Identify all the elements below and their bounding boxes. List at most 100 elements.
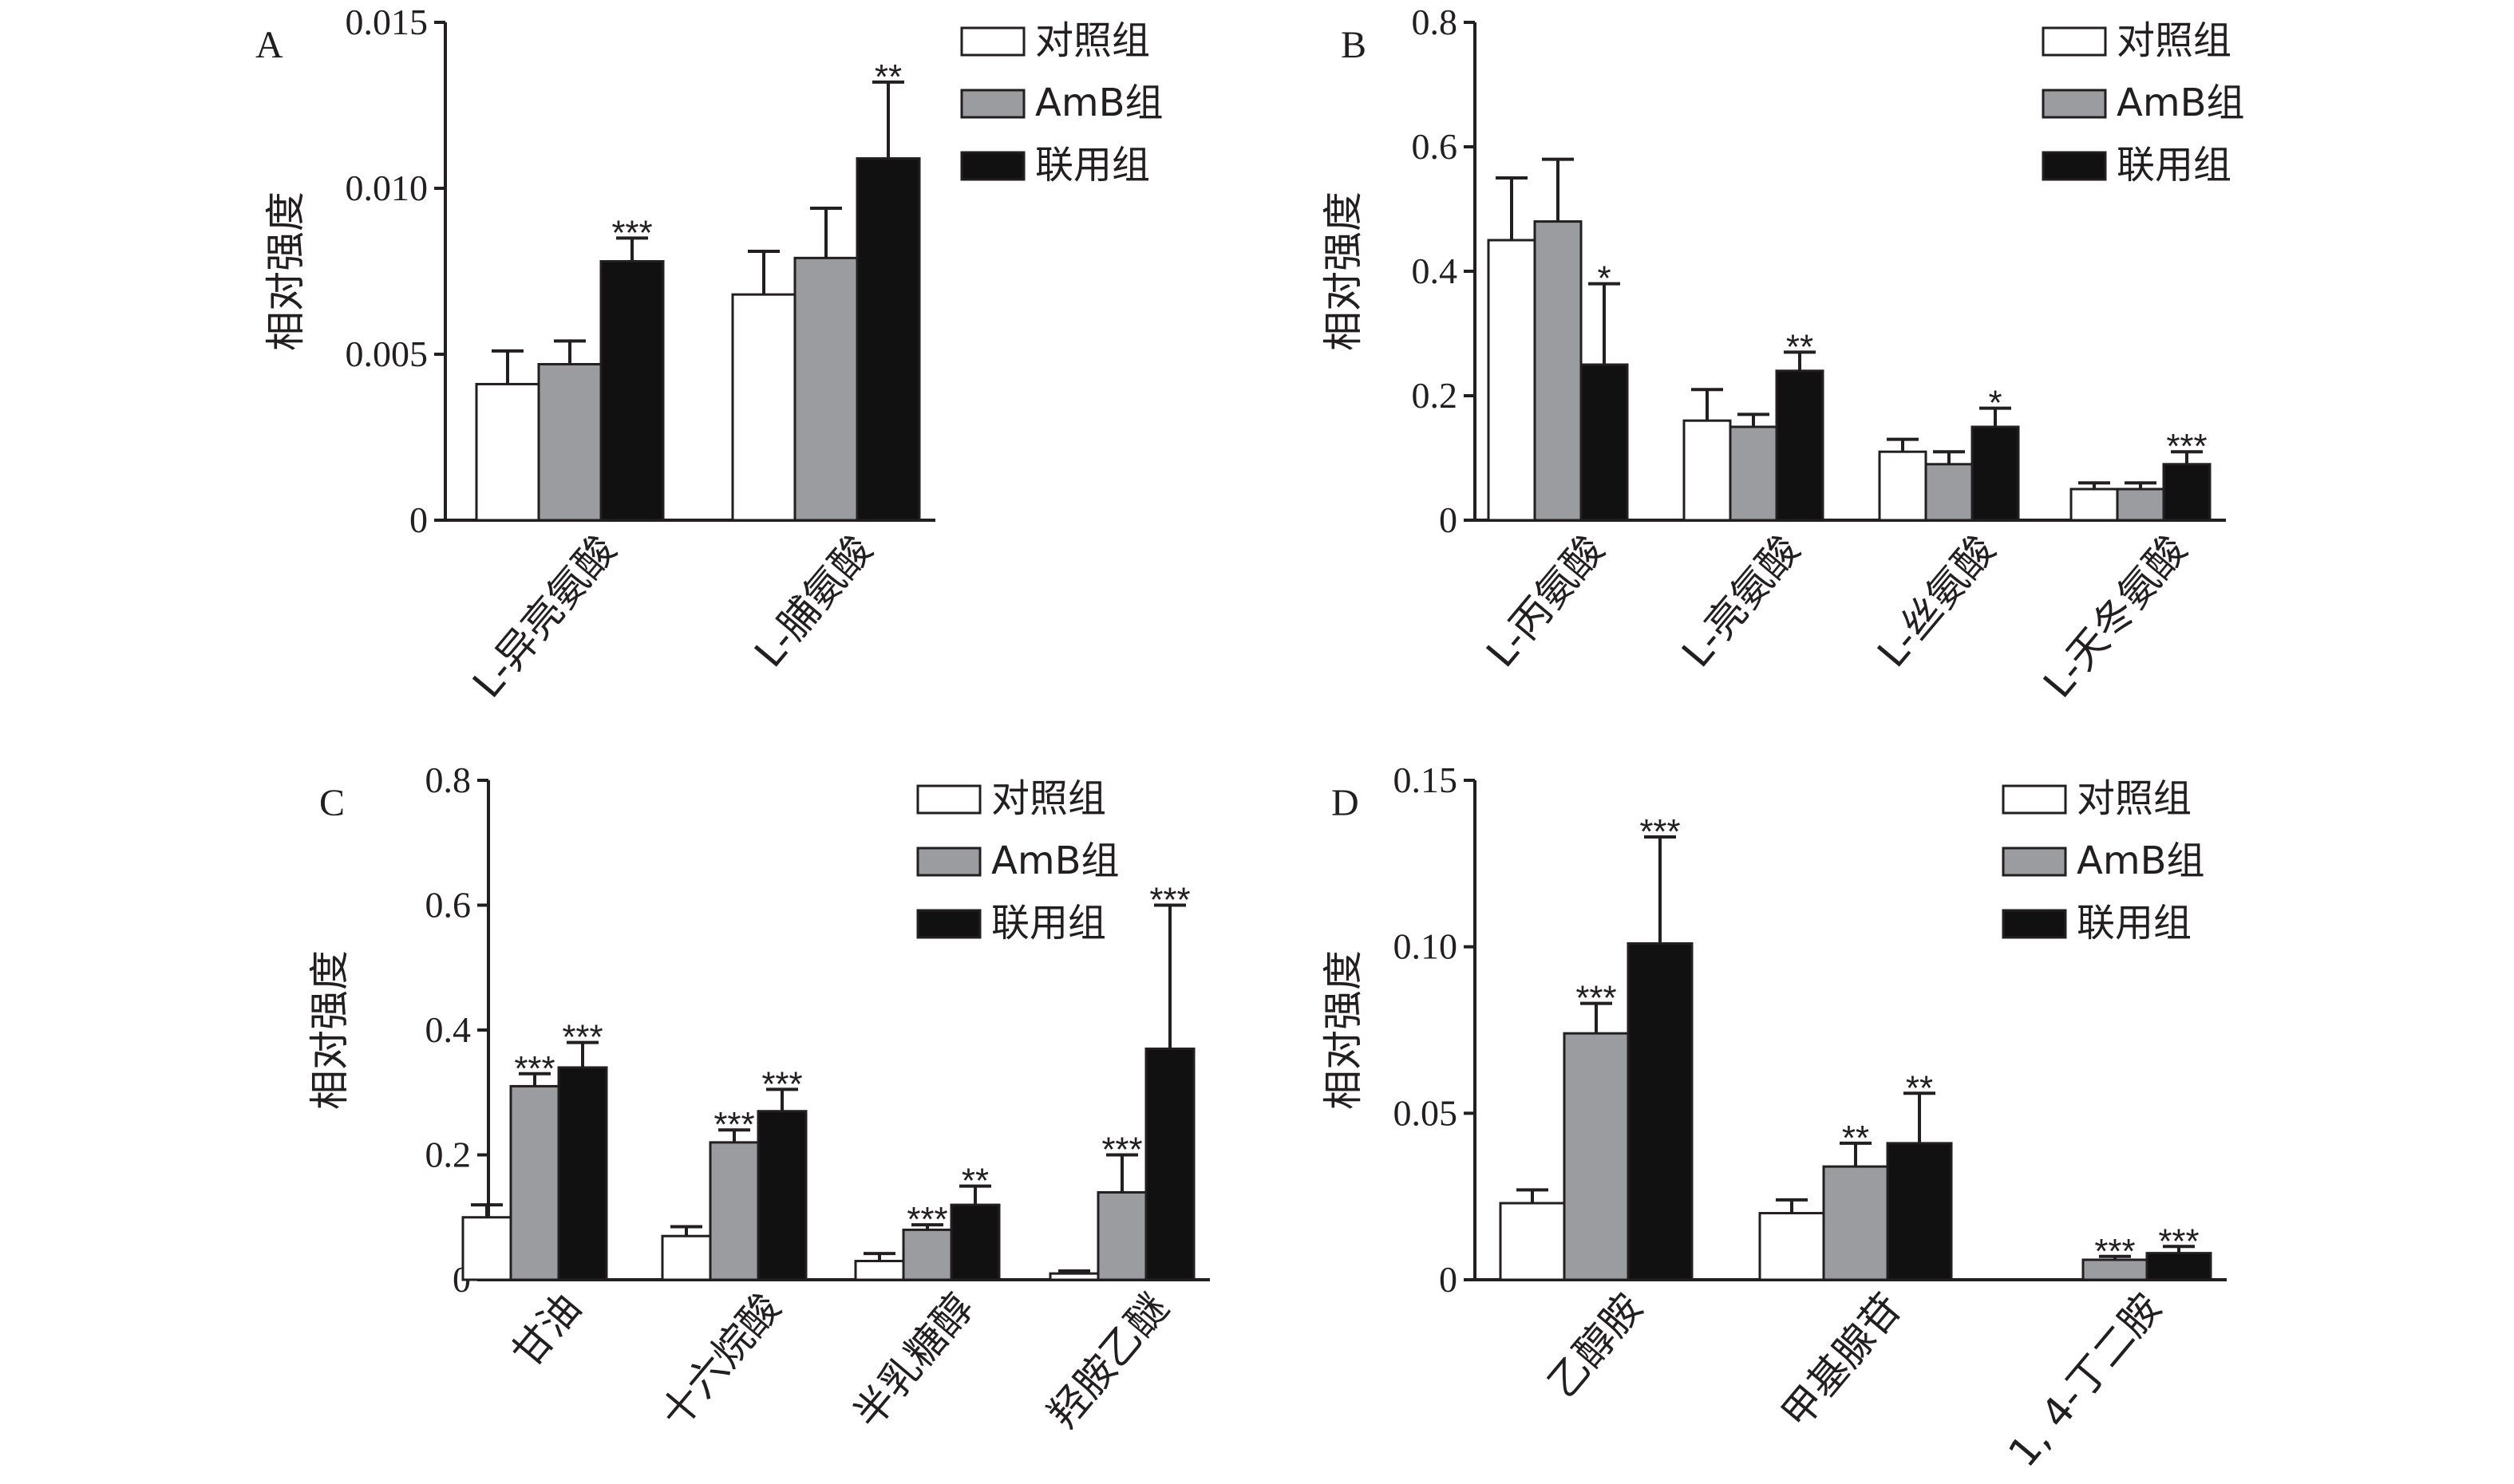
bar-amb (1097, 1190, 1148, 1281)
x-category-label: L-亮氨酸 (1673, 527, 1808, 676)
significance-marker: *** (2158, 1222, 2199, 1261)
bar-control (1487, 239, 1536, 522)
y-tick-label: 0.4 (1412, 251, 1458, 291)
legend-swatch-combo (2002, 909, 2067, 939)
legend-label-combo: 联用组 (2117, 143, 2231, 187)
y-axis-label: 相对强度 (1320, 950, 1366, 1110)
y-tick-label: 0 (1439, 499, 1457, 540)
bar-control (2069, 487, 2119, 522)
significance-marker: ** (875, 57, 902, 97)
legend-label-amb: AmB组 (2117, 81, 2245, 125)
legend-label-combo: 联用组 (2077, 901, 2192, 945)
legend-swatch-control (916, 784, 982, 815)
significance-marker: *** (1575, 979, 1616, 1018)
y-axis-label: 相对强度 (263, 191, 309, 351)
y-tick-label: 0.6 (425, 885, 472, 926)
bar-amb (2116, 487, 2165, 522)
x-category-label: L-异亮氨酸 (464, 527, 625, 706)
x-category-label: 1, 4-丁二胺 (1999, 1285, 2170, 1475)
bar-combo (1970, 425, 2020, 522)
significance-marker: *** (562, 1018, 603, 1057)
legend-swatch-amb (2042, 89, 2107, 119)
y-tick-label: 0.05 (1393, 1092, 1458, 1133)
bar-combo (1144, 1047, 1196, 1281)
legend-label-amb: AmB组 (991, 839, 1120, 883)
bar-control (1499, 1202, 1566, 1281)
legend-label-control: 对照组 (1035, 18, 1150, 63)
y-tick-label: 0 (1439, 1259, 1457, 1300)
x-category-label: L-天冬氨酸 (2034, 527, 2196, 706)
significance-marker: ** (962, 1162, 989, 1201)
x-category-label: 甲基腺苷 (1773, 1285, 1911, 1436)
y-tick-label: 0.2 (1412, 375, 1458, 416)
bar-combo (1579, 363, 1629, 522)
significance-marker: ** (1842, 1119, 1869, 1158)
panel-letter: B (1341, 24, 1366, 66)
legend-label-combo: 联用组 (1035, 143, 1150, 187)
panel-letter: A (255, 24, 283, 66)
legend-swatch-combo (916, 909, 982, 939)
significance-marker: *** (761, 1064, 802, 1103)
y-tick-label: 0 (409, 499, 428, 540)
significance-marker: *** (1149, 881, 1190, 920)
bar-amb (902, 1228, 953, 1281)
bar-control (854, 1260, 905, 1281)
bar-combo (950, 1203, 1001, 1281)
y-tick-label: 0.10 (1393, 926, 1458, 967)
bar-amb (1924, 463, 1974, 522)
panel-letter: C (319, 782, 345, 824)
bar-control (1049, 1272, 1100, 1281)
y-axis-label: 相对强度 (1320, 191, 1366, 351)
x-category-label: L-丙氨酸 (1477, 527, 1613, 676)
bar-amb (509, 1084, 560, 1281)
legend-label-amb: AmB组 (1035, 81, 1164, 125)
x-category-label: 甘油 (503, 1285, 590, 1375)
y-tick-label: 0.015 (346, 2, 429, 42)
x-category-label: 半乳糖醇 (844, 1285, 982, 1436)
bar-control (1682, 419, 1732, 522)
y-tick-label: 0.8 (425, 760, 472, 800)
x-category-label: 乙醇胺 (1539, 1285, 1651, 1406)
bar-combo (856, 157, 921, 522)
significance-marker: *** (2094, 1232, 2135, 1271)
y-tick-label: 0.15 (1393, 760, 1458, 800)
bar-control (475, 382, 540, 522)
legend-swatch-control (2042, 26, 2107, 57)
bar-amb (793, 256, 859, 522)
bar-combo (599, 260, 665, 522)
bar-combo (557, 1066, 608, 1281)
bar-control (1878, 450, 1927, 522)
bar-combo (1627, 941, 1694, 1281)
legend-label-control: 对照组 (991, 776, 1106, 821)
x-category-label: 十六烷酸 (651, 1285, 789, 1436)
bar-control (1758, 1212, 1825, 1281)
significance-marker: * (1988, 384, 2002, 423)
significance-marker: ** (1786, 327, 1813, 366)
y-tick-label: 0.8 (1412, 2, 1458, 42)
y-tick-label: 0.4 (425, 1009, 472, 1050)
legend-swatch-amb (916, 847, 982, 877)
legend-label-control: 对照组 (2117, 18, 2231, 63)
bar-control (731, 293, 796, 522)
panel-a: A 0 0.005 0.010 0.015 相对强度 *** L-异亮氨酸 ** L-脯氨酸 对照组… (255, 2, 1164, 706)
significance-marker: *** (1101, 1131, 1142, 1170)
significance-marker: *** (514, 1049, 555, 1088)
bar-amb (1533, 220, 1583, 522)
legend-swatch-combo (960, 151, 1026, 181)
x-category-label: L-丝氨酸 (1868, 527, 2004, 676)
x-category-label: 羟胺乙醚 (1039, 1285, 1177, 1436)
bar-combo (1775, 369, 1824, 522)
legend-swatch-amb (2002, 847, 2067, 877)
legend-swatch-amb (960, 89, 1026, 119)
legend-label-combo: 联用组 (991, 901, 1106, 945)
bar-amb (1822, 1165, 1889, 1281)
bar-control (461, 1216, 512, 1281)
y-tick-label: 0.6 (1412, 126, 1458, 167)
bar-amb (537, 362, 603, 522)
significance-marker: *** (1639, 812, 1680, 851)
bar-combo (2162, 463, 2212, 522)
panel-c: C00.20.40.60.8相对强度******甘油******十六烷酸****… (306, 760, 1210, 1437)
panel-letter: D (1331, 782, 1359, 824)
significance-marker: *** (2166, 427, 2207, 466)
